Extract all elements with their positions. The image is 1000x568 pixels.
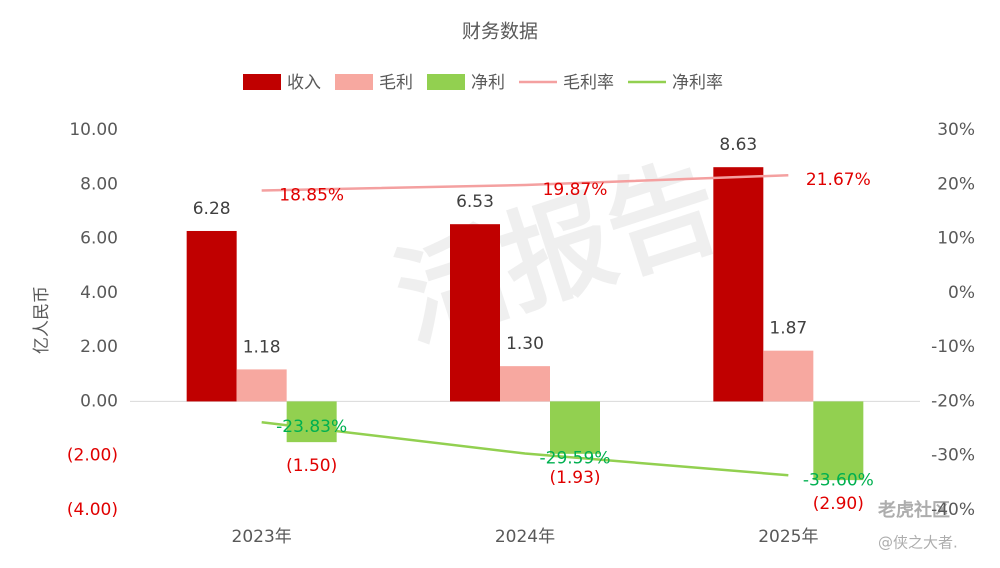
legend-swatch xyxy=(335,74,373,90)
y2-tick-label: -40% xyxy=(931,500,975,520)
y-axis-title: 亿人民币 xyxy=(32,286,52,354)
bar xyxy=(500,366,550,402)
legend-label: 收入 xyxy=(287,73,321,93)
watermark: 老虎社区 xyxy=(878,499,950,521)
y2-tick-label: -10% xyxy=(931,337,975,357)
data-label: -29.59% xyxy=(540,448,611,468)
bar xyxy=(763,350,814,402)
legend-swatch xyxy=(243,74,281,90)
y2-tick-label: 30% xyxy=(937,120,975,140)
y2-tick-label: 10% xyxy=(937,229,975,249)
data-label: 1.18 xyxy=(243,337,281,357)
y-tick-label: 0.00 xyxy=(80,391,118,411)
data-label: 19.87% xyxy=(543,180,608,200)
line xyxy=(261,420,789,477)
data-label: -33.60% xyxy=(803,470,874,490)
y2-tick-label: 20% xyxy=(937,174,975,194)
data-label: 6.53 xyxy=(456,192,494,212)
y2-tick-label: -20% xyxy=(931,391,975,411)
x-tick-label: 2023年 xyxy=(232,527,292,547)
x-tick-label: 2024年 xyxy=(495,527,555,547)
data-label: 1.30 xyxy=(506,334,544,354)
legend-label: 毛利率 xyxy=(563,73,614,93)
bar xyxy=(550,401,600,454)
data-label: (1.50) xyxy=(286,456,337,476)
y-tick-label: 8.00 xyxy=(80,174,118,194)
data-label: (2.90) xyxy=(813,494,864,514)
bar xyxy=(286,401,337,443)
data-label: -23.83% xyxy=(276,417,347,437)
bar xyxy=(450,224,500,402)
watermark: 活报告 xyxy=(381,141,734,365)
data-label: 1.87 xyxy=(769,319,807,339)
data-label: 6.28 xyxy=(193,199,231,219)
bar xyxy=(236,369,287,402)
legend-label: 净利率 xyxy=(672,73,723,93)
y2-tick-label: -30% xyxy=(931,446,975,466)
bar xyxy=(186,230,237,402)
y-tick-label: 6.00 xyxy=(80,229,118,249)
y-tick-label: (4.00) xyxy=(67,500,118,520)
y-tick-label: 2.00 xyxy=(80,337,118,357)
data-label: (1.93) xyxy=(549,468,600,488)
bar xyxy=(813,401,864,481)
legend-swatch xyxy=(427,74,465,90)
y-tick-label: 10.00 xyxy=(69,120,118,140)
data-label: 21.67% xyxy=(806,170,871,190)
legend-label: 毛利 xyxy=(379,73,413,93)
y-tick-label: 4.00 xyxy=(80,283,118,303)
x-tick-label: 2025年 xyxy=(758,527,818,547)
y2-tick-label: 0% xyxy=(948,283,975,303)
line xyxy=(261,173,789,192)
legend-label: 净利 xyxy=(471,73,505,93)
data-label: 8.63 xyxy=(719,135,757,155)
watermark: @侠之大者. xyxy=(878,534,958,552)
bar xyxy=(713,167,764,402)
data-label: 18.85% xyxy=(279,186,344,206)
chart-title: 财务数据 xyxy=(462,21,538,43)
y-tick-label: (2.00) xyxy=(67,446,118,466)
